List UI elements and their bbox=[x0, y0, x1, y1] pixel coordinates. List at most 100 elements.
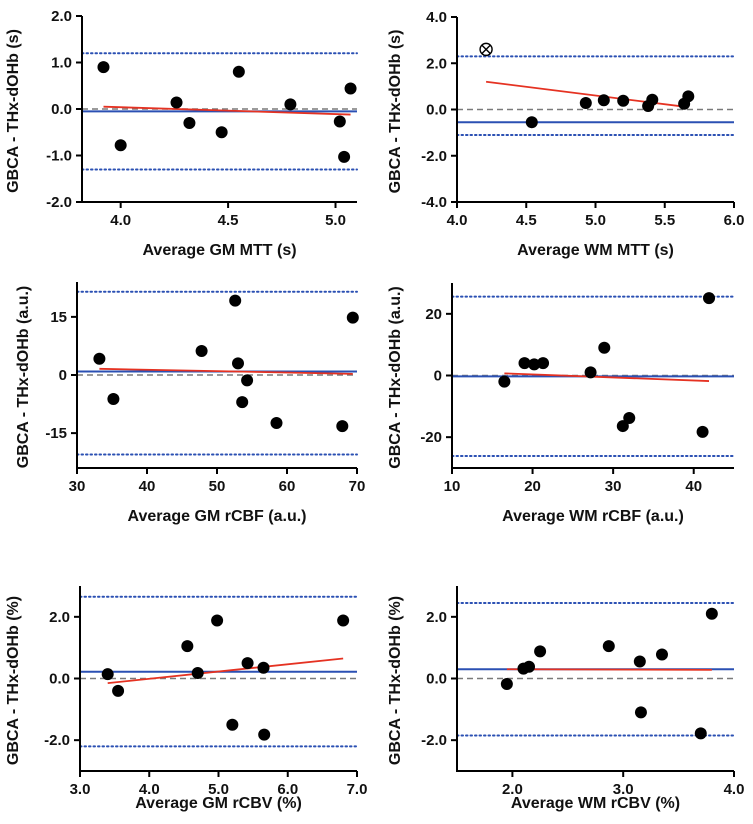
data-point bbox=[257, 661, 270, 674]
data-point bbox=[258, 728, 271, 741]
excluded-point-cross bbox=[481, 44, 491, 54]
data-point bbox=[232, 65, 245, 78]
data-point bbox=[211, 614, 224, 627]
regression-line bbox=[99, 367, 353, 375]
data-point bbox=[523, 660, 536, 673]
data-point bbox=[333, 115, 346, 128]
x-tick-label: 30 bbox=[69, 478, 86, 495]
data-point bbox=[646, 93, 659, 106]
data-point bbox=[229, 294, 242, 307]
x-axis-label: Average GM MTT (s) bbox=[142, 242, 296, 259]
x-tick-label: 6.0 bbox=[277, 781, 298, 798]
y-axis-label: GBCA - THx-dOHb (%) bbox=[5, 596, 22, 765]
x-tick-label: 40 bbox=[139, 478, 156, 495]
data-point bbox=[338, 150, 351, 163]
data-point bbox=[579, 97, 592, 110]
data-point bbox=[191, 666, 204, 679]
y-axis-label: GBCA - THx-dOHb (a.u.) bbox=[387, 286, 404, 469]
data-point bbox=[215, 126, 228, 139]
x-tick-label: 5.5 bbox=[654, 212, 675, 229]
x-tick-label: 70 bbox=[349, 478, 366, 495]
x-tick-label: 6.0 bbox=[724, 212, 745, 229]
x-tick-label: 40 bbox=[685, 478, 702, 495]
x-tick-label: 20 bbox=[524, 478, 541, 495]
data-point bbox=[598, 341, 611, 354]
data-point bbox=[703, 292, 716, 305]
data-point bbox=[597, 94, 610, 107]
panel-2: 4.02.00.0-2.0-4.04.0 4.5 5.0 5.5 6.0Average … bbox=[387, 9, 744, 259]
x-axis-label: Average WM MTT (s) bbox=[517, 242, 674, 259]
x-tick-label: 30 bbox=[605, 478, 622, 495]
excluded-point-ring bbox=[479, 42, 493, 57]
data-point bbox=[537, 357, 550, 370]
x-axis-label: Average WM rCBV (%) bbox=[511, 795, 680, 812]
data-point bbox=[534, 645, 547, 658]
data-point bbox=[101, 668, 114, 681]
x-tick-label: 4.0 bbox=[139, 781, 160, 798]
x-tick-label: 5.0 bbox=[325, 212, 346, 229]
data-point bbox=[226, 718, 239, 731]
panel-1: 2.0 1.0 0.0 -1.0 -2.0 4.0 4.5 5.0 Average GM MTT… bbox=[5, 8, 358, 259]
y-axis-label: GBCA - THx-dOHb (s) bbox=[387, 30, 404, 194]
y-tick-label: 15 bbox=[50, 309, 67, 326]
data-point bbox=[617, 94, 630, 107]
panel-5: 2.0 0.0 -2.0 3.0 4.0 5.0 6.0 7.0 Average GM rCBV… bbox=[5, 586, 367, 812]
x-tick-label: 4.0 bbox=[724, 781, 745, 798]
y-tick-label: -2.0 bbox=[421, 148, 447, 165]
excluded-point bbox=[479, 42, 493, 57]
data-point bbox=[500, 678, 513, 691]
data-point bbox=[602, 640, 615, 653]
x-tick-label: 10 bbox=[444, 478, 461, 495]
regression-line bbox=[103, 105, 351, 116]
data-point bbox=[93, 352, 106, 365]
y-tick-label: -15 bbox=[45, 425, 67, 442]
data-point bbox=[584, 366, 597, 379]
x-tick-label: 4.5 bbox=[516, 212, 537, 229]
y-tick-label: -2.0 bbox=[421, 732, 447, 749]
y-axis-label: GBCA - THx-dOHb (%) bbox=[387, 596, 404, 765]
x-axis-label: Average GM rCBV (%) bbox=[135, 795, 302, 812]
x-tick-label: 5.0 bbox=[208, 781, 229, 798]
x-axis-label: Average WM rCBF (a.u.) bbox=[502, 508, 684, 525]
data-point bbox=[518, 357, 531, 370]
regression-line bbox=[506, 668, 712, 671]
y-tick-label: 4.0 bbox=[426, 9, 447, 26]
data-point bbox=[236, 396, 249, 409]
data-point bbox=[114, 139, 127, 152]
data-point bbox=[107, 393, 120, 406]
data-point bbox=[616, 420, 629, 433]
x-tick-label: 50 bbox=[209, 478, 226, 495]
data-point bbox=[525, 116, 538, 129]
data-point bbox=[112, 684, 125, 697]
y-tick-label: -1.0 bbox=[46, 148, 72, 165]
data-point bbox=[498, 375, 511, 388]
data-point bbox=[181, 640, 194, 653]
x-tick-label: 3.0 bbox=[70, 781, 91, 798]
x-tick-label: 7.0 bbox=[347, 781, 368, 798]
data-point bbox=[623, 412, 636, 425]
y-tick-label: 0.0 bbox=[426, 671, 447, 688]
data-point bbox=[97, 61, 110, 74]
y-tick-label: 0.0 bbox=[426, 102, 447, 119]
x-tick-label: 5.0 bbox=[585, 212, 606, 229]
y-tick-label: 2.0 bbox=[426, 55, 447, 72]
y-tick-label: 2.0 bbox=[51, 8, 72, 25]
y-axis-label: GBCA - THx-dOHb (s) bbox=[5, 29, 22, 193]
data-point bbox=[346, 311, 359, 324]
x-tick-label: 2.0 bbox=[502, 781, 523, 798]
x-tick-label: 4.0 bbox=[447, 212, 468, 229]
y-tick-label: 2.0 bbox=[426, 609, 447, 626]
data-point bbox=[696, 425, 709, 438]
data-point bbox=[682, 90, 695, 103]
data-point bbox=[270, 417, 283, 430]
data-point bbox=[284, 98, 297, 111]
regression-line bbox=[107, 657, 344, 685]
y-tick-label: -2.0 bbox=[44, 732, 70, 749]
data-point bbox=[337, 614, 350, 627]
data-point bbox=[528, 358, 541, 371]
data-point bbox=[241, 374, 254, 387]
panel-3: 15 0 -15 30 40 50 60 70 Average GM rCBF (a.u.) GB… bbox=[15, 282, 365, 525]
data-point bbox=[694, 727, 707, 740]
